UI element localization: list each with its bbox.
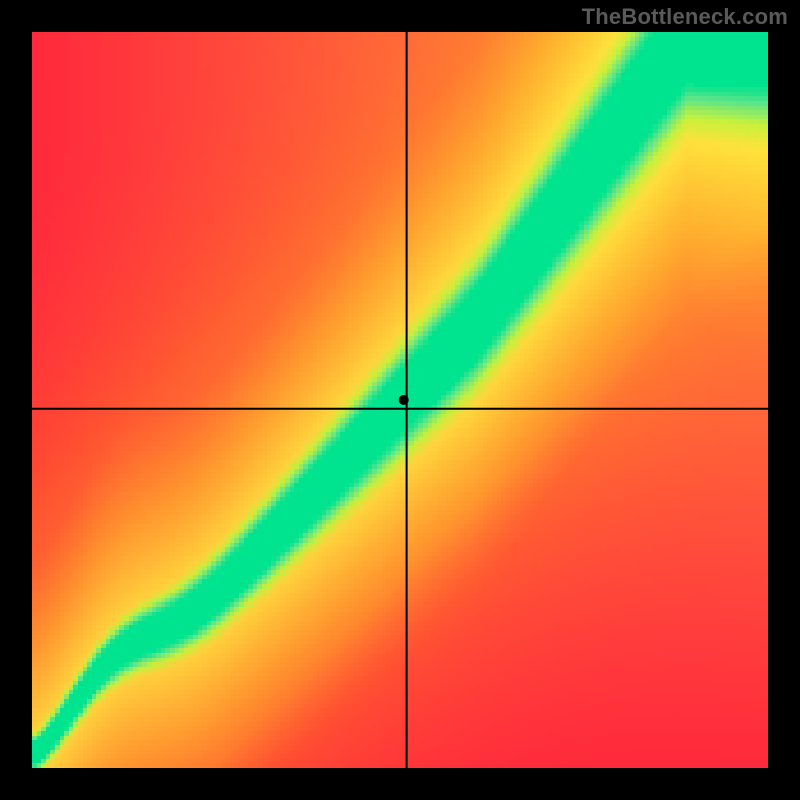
heatmap-plot xyxy=(0,0,800,800)
chart-container: TheBottleneck.com xyxy=(0,0,800,800)
watermark-text: TheBottleneck.com xyxy=(582,4,788,30)
